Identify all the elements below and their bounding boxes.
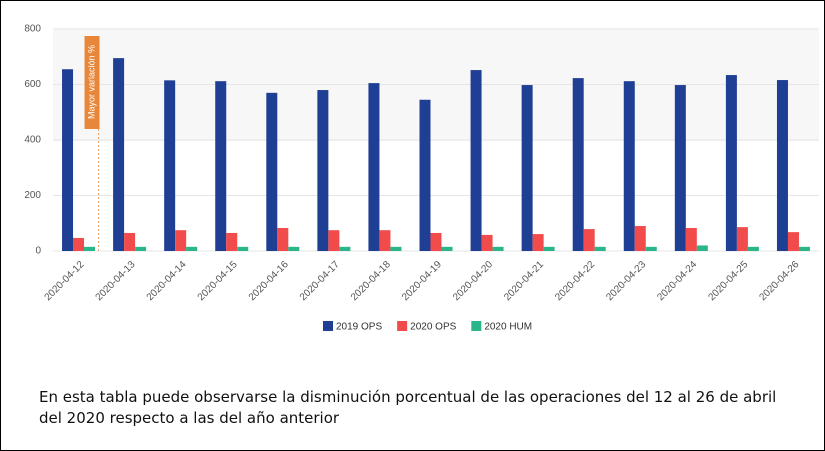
bar (84, 246, 96, 251)
bar (419, 99, 431, 251)
bar (521, 85, 533, 252)
bar (441, 246, 453, 251)
y-tick-label: 800 (24, 24, 41, 35)
bar (266, 92, 278, 251)
bar (226, 232, 238, 251)
bar (532, 234, 544, 251)
caption: En esta tabla puede observarse la dismin… (39, 388, 777, 427)
bar (379, 230, 391, 251)
x-tick-label: 2020-04-12 (43, 259, 87, 303)
bar (135, 246, 147, 251)
legend-swatch (397, 321, 408, 331)
bar (725, 75, 737, 251)
x-tick-label: 2020-04-25 (706, 259, 750, 303)
bar (124, 232, 136, 251)
bar (186, 246, 198, 251)
annotation: Mayor variación % (86, 45, 96, 119)
x-tick-label: 2020-04-21 (502, 259, 546, 303)
x-tick-label: 2020-04-13 (94, 259, 138, 303)
annotation-box (84, 36, 100, 129)
bar (685, 227, 697, 251)
bar (470, 70, 482, 251)
x-tick-label: 2020-04-15 (196, 259, 240, 303)
bar (594, 246, 606, 251)
bar (747, 246, 759, 251)
x-tick-label: 2020-04-17 (298, 259, 342, 303)
x-tick-label: 2020-04-26 (758, 259, 802, 303)
bar (62, 69, 74, 251)
y-tick-label: 400 (24, 135, 41, 146)
bar (481, 234, 493, 251)
x-tick-label: 2020-04-20 (451, 259, 495, 303)
bar (543, 246, 555, 251)
bar (288, 246, 300, 251)
x-tick-label: 2020-04-19 (400, 259, 444, 303)
bar (645, 246, 657, 251)
bar (317, 90, 329, 251)
bar (73, 237, 85, 251)
bar (430, 232, 442, 251)
legend-swatch (323, 321, 333, 331)
legend-label: 2020 OPS (410, 322, 456, 333)
x-tick-label: 2020-04-16 (247, 259, 291, 303)
x-tick-label: 2020-04-24 (655, 259, 699, 303)
bar (237, 246, 249, 251)
bar (572, 78, 584, 252)
x-tick-label: 2020-04-14 (145, 259, 189, 303)
bar (696, 245, 708, 251)
bar (492, 246, 504, 251)
bar (623, 81, 635, 251)
bar (776, 80, 788, 251)
x-tick-label: 2020-04-22 (553, 259, 597, 303)
bar (674, 85, 686, 252)
bar (634, 226, 646, 251)
y-tick-label: 0 (35, 246, 41, 257)
x-tick-label: 2020-04-18 (349, 259, 393, 303)
bar (368, 83, 380, 251)
bar (787, 232, 799, 251)
legend-swatch (471, 321, 482, 331)
bar (328, 230, 340, 251)
bar (164, 80, 176, 252)
x-tick-label: 2020-04-23 (604, 259, 648, 303)
bar (113, 58, 125, 252)
y-tick-label: 600 (24, 79, 41, 90)
bar (175, 230, 187, 251)
bar (215, 81, 227, 251)
bar (390, 246, 402, 251)
y-tick-label: 200 (24, 190, 41, 201)
legend-label: 2020 HUM (484, 322, 532, 333)
bar (736, 227, 748, 251)
bar (277, 227, 289, 251)
bar (583, 229, 595, 251)
bar (798, 246, 810, 251)
bar (339, 246, 351, 251)
legend-label: 2019 OPS (336, 322, 382, 333)
